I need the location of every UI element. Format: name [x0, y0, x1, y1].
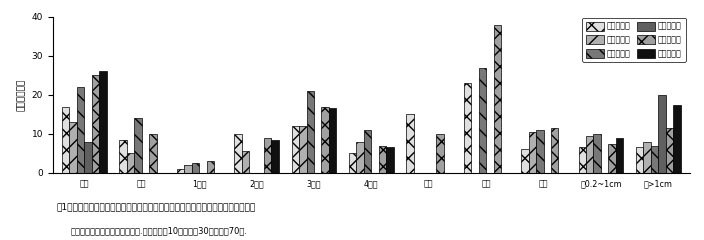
Bar: [616, 138, 623, 173]
Bar: [234, 134, 241, 173]
Bar: [386, 147, 394, 173]
Bar: [356, 142, 364, 173]
Bar: [299, 126, 306, 173]
Bar: [329, 108, 337, 173]
Y-axis label: 分配率（％）: 分配率（％）: [17, 79, 26, 111]
Bar: [77, 87, 84, 173]
Bar: [643, 142, 651, 173]
Bar: [586, 136, 593, 173]
Bar: [134, 118, 142, 173]
Bar: [579, 147, 586, 173]
Bar: [666, 128, 673, 173]
Bar: [306, 91, 314, 173]
Bar: [272, 140, 279, 173]
Bar: [241, 151, 249, 173]
Bar: [62, 107, 70, 173]
Bar: [364, 130, 371, 173]
Bar: [207, 161, 214, 173]
Legend: 着果（軽）, 着果（中）, 着果（甩）, 摘果（軽）, 摘果（中）, 摘果（甩）: 着果（軽）, 着果（中）, 着果（甩）, 摘果（軽）, 摘果（中）, 摘果（甩）: [582, 18, 686, 62]
Bar: [120, 140, 127, 173]
Bar: [406, 114, 414, 173]
Bar: [593, 134, 601, 173]
Bar: [177, 169, 184, 173]
Bar: [494, 24, 501, 173]
Bar: [84, 142, 92, 173]
Bar: [464, 83, 471, 173]
Bar: [127, 153, 134, 173]
Bar: [636, 147, 643, 173]
Bar: [191, 163, 199, 173]
Bar: [529, 132, 536, 173]
Bar: [264, 138, 272, 173]
Bar: [536, 130, 543, 173]
Bar: [551, 128, 558, 173]
Bar: [92, 75, 99, 173]
Bar: [70, 122, 77, 173]
Bar: [349, 153, 356, 173]
Bar: [184, 165, 191, 173]
Text: （　）の軽，中，甩は被害程度.軽：落葉率10％，中：30％，甩：70％.: （ ）の軽，中，甩は被害程度.軽：落葉率10％，中：30％，甩：70％.: [70, 227, 247, 236]
Bar: [149, 134, 157, 173]
Bar: [608, 144, 616, 173]
Bar: [99, 71, 107, 173]
Bar: [322, 107, 329, 173]
Text: 図1　潮風害後のウンシュウミカンの着果が光合成産物の転流・分配に及ぼす影響: 図1 潮風害後のウンシュウミカンの着果が光合成産物の転流・分配に及ぼす影響: [56, 203, 256, 212]
Bar: [436, 134, 444, 173]
Bar: [291, 126, 299, 173]
Bar: [651, 145, 658, 173]
Bar: [658, 95, 666, 173]
Bar: [673, 105, 681, 173]
Bar: [379, 145, 386, 173]
Bar: [479, 67, 486, 173]
Bar: [521, 149, 529, 173]
